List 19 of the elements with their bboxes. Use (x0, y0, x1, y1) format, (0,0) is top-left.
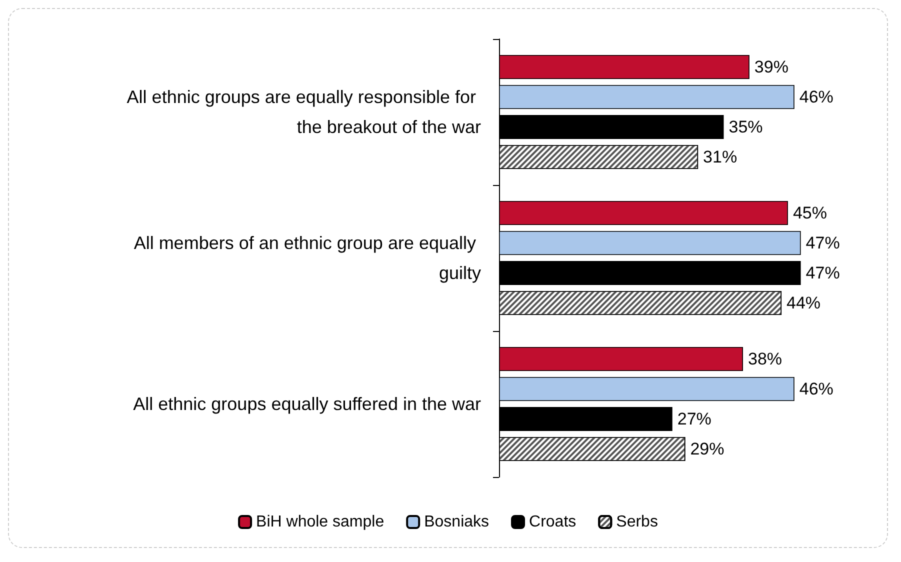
data-label: 38% (748, 350, 782, 368)
legend-label: BiH whole sample (256, 514, 384, 530)
y-tick-label: All members of an ethnic group are equally guilty (134, 233, 481, 283)
data-label: 29% (690, 440, 724, 458)
data-label: 31% (703, 148, 738, 166)
legend-label: Croats (529, 514, 576, 530)
data-label: 47% (806, 234, 840, 252)
y-tick-label: All ethnic groups equally suffered in the war (133, 394, 481, 414)
data-label: 44% (786, 294, 821, 312)
y-tick-label: All ethnic groups are equally responsible for the breakout of the war (126, 87, 481, 137)
data-label: 45% (792, 204, 827, 222)
data-label: 46% (799, 88, 834, 106)
data-label: 27% (677, 410, 712, 428)
data-label: 46% (799, 380, 834, 398)
legend-label: Bosniaks (424, 514, 490, 530)
data-label: 47% (806, 264, 840, 282)
data-label: 35% (728, 118, 763, 136)
legend-label: Serbs (616, 514, 658, 530)
data-label: 39% (754, 58, 788, 76)
